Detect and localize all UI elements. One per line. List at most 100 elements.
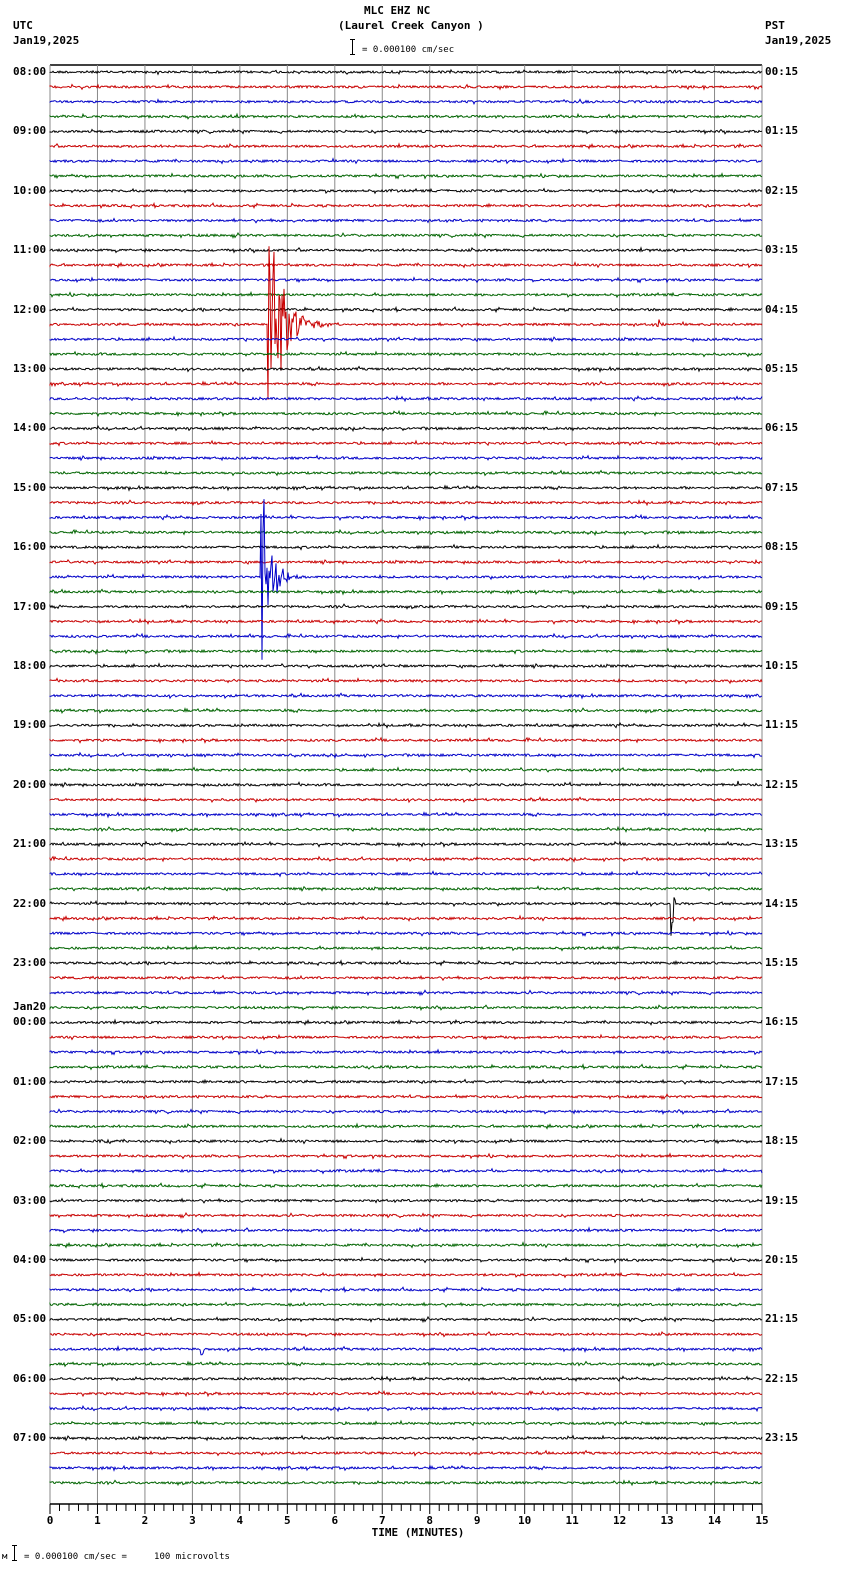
- pst-hour-label: 10:15: [765, 659, 799, 672]
- trace-row: [49, 855, 763, 863]
- trace-row: [49, 261, 763, 269]
- trace-row: [49, 217, 763, 224]
- pst-hour-label: 15:15: [765, 956, 799, 969]
- utc-hour-label: 01:00: [13, 1074, 47, 1088]
- utc-hour-label: 22:00: [13, 896, 47, 910]
- x-tick-label: 9: [474, 1514, 481, 1527]
- pst-hour-label: 05:15: [765, 362, 799, 375]
- x-tick-label: 14: [708, 1514, 722, 1527]
- pst-hour-label: 16:15: [765, 1015, 799, 1029]
- trace-row: [49, 1093, 763, 1101]
- trace-row: [49, 424, 763, 433]
- trace-row: [49, 780, 763, 788]
- trace-row: [49, 1434, 763, 1442]
- trace-row: [49, 83, 763, 91]
- utc-hour-label: 15:00: [13, 480, 47, 494]
- trace-row: [49, 128, 763, 135]
- pst-hour-label: 09:15: [765, 599, 799, 613]
- trace-row: [49, 1122, 763, 1130]
- trace-row: [49, 897, 763, 936]
- utc-hour-label: 06:00: [13, 1371, 47, 1385]
- trace-row: [49, 1449, 763, 1457]
- trace-row: [49, 632, 763, 640]
- trace-row: [49, 276, 763, 284]
- trace-row: [49, 335, 763, 343]
- x-tick-label: 6: [331, 1514, 338, 1527]
- trace-row: [49, 1360, 763, 1368]
- utc-hour-label: 04:00: [13, 1253, 47, 1266]
- trace-row: [49, 929, 763, 937]
- trace-row: [49, 187, 763, 195]
- trace-row: [49, 1241, 763, 1249]
- trace-row: [49, 1330, 763, 1338]
- x-tick-label: 1: [94, 1514, 101, 1527]
- pst-hour-label: 23:15: [765, 1431, 799, 1445]
- x-tick-label: 3: [189, 1514, 196, 1527]
- trace-row: [49, 1375, 763, 1383]
- trace-row: [49, 454, 763, 462]
- utc-hour-label: 13:00: [13, 362, 47, 375]
- trace-row: [49, 603, 763, 610]
- trace-row: [49, 1315, 763, 1324]
- trace-row: [49, 365, 763, 373]
- trace-row: [49, 736, 763, 744]
- trace-row: [49, 944, 763, 952]
- pst-hour-label: 17:15: [765, 1074, 799, 1088]
- footer-prefix: м: [2, 1552, 8, 1562]
- x-tick-label: 11: [566, 1514, 580, 1527]
- pst-hour-label: 21:15: [765, 1312, 799, 1326]
- trace-row: [49, 1464, 763, 1472]
- trace-row: [49, 1152, 763, 1160]
- x-tick-label: 15: [755, 1514, 768, 1527]
- scale-bar-icon: [350, 39, 355, 55]
- trace-row: [49, 825, 763, 833]
- utc-hour-label: 09:00: [13, 124, 47, 138]
- trace-row: [49, 499, 763, 507]
- trace-row: [49, 1137, 763, 1145]
- trace-row: [49, 172, 763, 180]
- utc-hour-label: 02:00: [13, 1134, 47, 1148]
- trace-row: [49, 959, 763, 967]
- pst-hour-label: 06:15: [765, 421, 799, 435]
- pst-hour-label: 03:15: [765, 243, 799, 257]
- trace-row: [49, 796, 763, 804]
- trace-row: [49, 811, 763, 819]
- pst-hour-label: 14:15: [765, 896, 799, 910]
- trace-row: [49, 528, 763, 537]
- trace-row: [49, 290, 763, 299]
- trace-row: [49, 558, 763, 566]
- station-title: MLC EHZ NC: [364, 4, 431, 17]
- pst-date: Jan19,2025: [765, 34, 832, 47]
- trace-row: [49, 305, 763, 314]
- trace-row: [49, 1108, 762, 1115]
- utc-hour-label: 12:00: [13, 302, 47, 316]
- trace-row: [49, 1063, 763, 1071]
- trace-row: [49, 647, 763, 655]
- x-tick-label: 2: [142, 1514, 149, 1527]
- trace-row: [49, 677, 763, 685]
- trace-row: [49, 1033, 763, 1041]
- pst-hour-label: 12:15: [765, 777, 799, 791]
- trace-row: [49, 766, 763, 773]
- trace-row: [49, 157, 763, 165]
- trace-row: [49, 439, 763, 447]
- x-tick-label: 7: [379, 1514, 386, 1527]
- pst-hour-label: 13:15: [765, 837, 799, 851]
- trace-row: [49, 1048, 763, 1056]
- trace-row: [49, 870, 763, 878]
- trace-row: [49, 662, 763, 670]
- trace-row: [49, 1271, 763, 1279]
- trace-row: [49, 989, 763, 997]
- trace-row: [49, 1167, 763, 1175]
- trace-row: [49, 974, 763, 982]
- trace-row: [49, 231, 763, 239]
- utc-label: UTC: [13, 19, 33, 32]
- trace-row: [49, 1479, 762, 1487]
- trace-row: [49, 499, 763, 660]
- utc-hour-label: 19:00: [13, 718, 47, 732]
- x-tick-label: 12: [613, 1514, 626, 1527]
- utc-hour-label: 11:00: [13, 243, 47, 257]
- scale-text: = 0.000100 cm/sec: [362, 45, 455, 55]
